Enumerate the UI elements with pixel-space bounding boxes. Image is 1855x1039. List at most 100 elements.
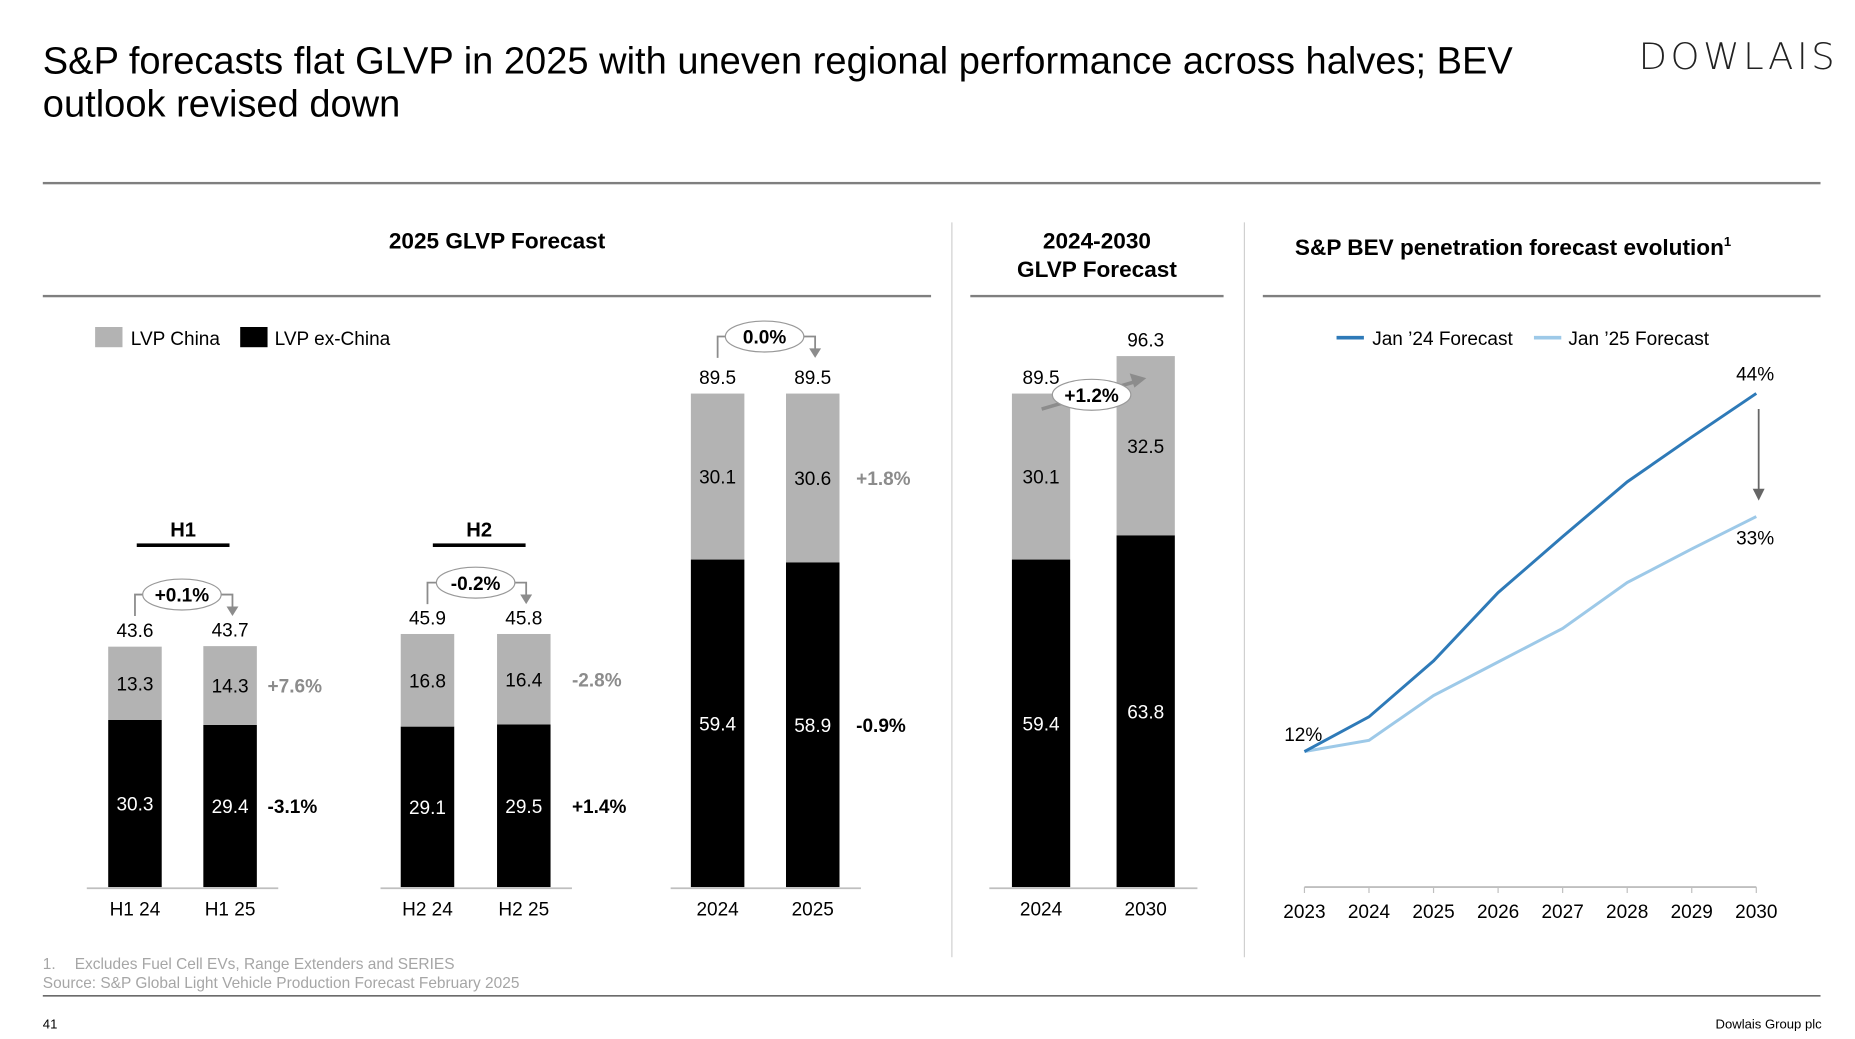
footnote-1: 1. Excludes Fuel Cell EVs, Range Extender… xyxy=(43,955,455,973)
bar-total-label: 89.5 xyxy=(794,368,831,389)
series-line-jan24 xyxy=(1303,392,1758,753)
bar-value-exchina: 30.3 xyxy=(116,795,153,816)
footnote-text: Excludes Fuel Cell EVs, Range Extenders … xyxy=(74,954,455,973)
bar-value-china: 30.6 xyxy=(794,469,831,490)
bar-segment-china xyxy=(400,633,455,727)
bar-segment-exchina xyxy=(108,719,162,888)
bar-segment-exchina xyxy=(1011,559,1071,888)
slide-title: S&P forecasts flat GLVP in 2025 with une… xyxy=(42,39,1513,125)
section-title-2025: 2025 GLVP Forecast xyxy=(388,229,606,255)
source-note: Source: S&P Global Light Vehicle Product… xyxy=(42,973,520,992)
bar-segment-china xyxy=(785,393,840,563)
x-tick-label: 2027 xyxy=(1541,902,1583,923)
bar-total-label: 45.8 xyxy=(505,608,542,629)
page-number: 41 xyxy=(42,1017,58,1033)
bar-value-china: 16.4 xyxy=(505,670,542,691)
category-label: 2024 xyxy=(1020,900,1063,921)
category-label: 2024 xyxy=(696,900,739,921)
category-label: H2 24 xyxy=(402,900,453,921)
legend-label-exchina: LVP ex-China xyxy=(275,329,391,350)
change-bubble xyxy=(1051,378,1132,411)
category-label: H1 25 xyxy=(205,900,256,921)
category-label: H2 25 xyxy=(498,900,549,921)
half-title-underline xyxy=(432,543,526,547)
footnote-number: 1. xyxy=(42,954,56,973)
change-bubble xyxy=(724,320,805,353)
x-tick-label: 2025 xyxy=(1412,902,1454,923)
bar-total-label: 89.5 xyxy=(1023,368,1060,389)
bar-value-china: 16.8 xyxy=(409,671,446,692)
arrow-down-icon xyxy=(226,606,239,616)
x-tick-label: 2029 xyxy=(1671,902,1713,923)
bar-segment-exchina xyxy=(203,724,257,888)
exchina-change-label: -0.9% xyxy=(856,716,906,737)
total-change-label: -0.2% xyxy=(451,574,501,595)
bar-value-china: 32.5 xyxy=(1127,437,1164,458)
half-title: H2 xyxy=(466,519,492,541)
annotation-jan25-end: 33% xyxy=(1736,529,1774,550)
x-tick-label: 2030 xyxy=(1735,902,1777,923)
bar-total-label: 43.7 xyxy=(212,621,249,642)
bar-value-china: 13.3 xyxy=(116,674,153,695)
change-bubble xyxy=(435,566,516,599)
legend-swatch-china xyxy=(95,327,123,348)
x-tick-label: 2028 xyxy=(1606,902,1648,923)
footer-divider xyxy=(42,995,1821,997)
bar-segment-china xyxy=(203,646,257,725)
bar-value-china: 30.1 xyxy=(1023,468,1060,489)
china-change-label: +7.6% xyxy=(268,677,323,698)
bar-value-exchina: 59.4 xyxy=(1023,714,1060,735)
legend-swatch-exchina xyxy=(240,327,268,348)
bar-segment-china xyxy=(497,633,551,725)
bar-segment-exchina xyxy=(497,724,551,888)
section-title-line: GLVP Forecast xyxy=(1016,258,1177,284)
total-change-label: +1.2% xyxy=(1064,386,1119,407)
dowlais-logo: DOWLAIS xyxy=(1638,35,1839,79)
arrow-down-icon xyxy=(520,594,533,605)
x-tick-label: 2023 xyxy=(1283,902,1325,923)
bar-value-exchina: 29.4 xyxy=(212,797,249,818)
bar-segment-china xyxy=(108,646,162,720)
china-change-label: -2.8% xyxy=(572,670,622,691)
title-divider xyxy=(42,181,1821,185)
bar-segment-exchina xyxy=(690,559,745,888)
bar-segment-china xyxy=(1011,393,1071,560)
half-title: H1 xyxy=(170,519,196,541)
section-divider xyxy=(951,222,953,958)
section-title-2030: 2024-2030 GLVP Forecast xyxy=(970,228,1223,285)
section-underline xyxy=(970,294,1224,298)
arrow-head-icon xyxy=(1129,373,1147,388)
bar-segment-exchina xyxy=(400,726,455,888)
bar-segment-exchina xyxy=(1116,535,1175,888)
bar-segment-china xyxy=(690,393,745,560)
category-label: 2025 xyxy=(792,900,834,921)
legend-label-china: LVP China xyxy=(131,329,221,350)
total-change-label: 0.0% xyxy=(743,328,786,349)
change-bubble xyxy=(142,578,222,611)
annotation-start: 12% xyxy=(1284,725,1322,746)
category-label: H1 24 xyxy=(110,900,161,921)
bar-total-label: 89.5 xyxy=(699,368,736,389)
section-divider xyxy=(1243,222,1245,958)
bar-value-china: 30.1 xyxy=(699,468,736,489)
bar-total-label: 45.9 xyxy=(409,608,446,629)
legend-label-jan25: Jan ’25 Forecast xyxy=(1568,329,1709,350)
section-underline xyxy=(42,294,932,298)
bar-value-exchina: 58.9 xyxy=(794,716,831,737)
bar-value-exchina: 59.4 xyxy=(699,714,736,735)
bar-value-exchina: 63.8 xyxy=(1127,702,1164,723)
arrow-down-icon xyxy=(809,348,822,358)
x-tick-label: 2026 xyxy=(1477,902,1519,923)
bar-value-exchina: 29.5 xyxy=(505,797,542,818)
company-name: Dowlais Group plc xyxy=(1715,1017,1822,1033)
legend-label-jan24: Jan ’24 Forecast xyxy=(1372,329,1513,350)
series-line-jan25 xyxy=(1304,515,1757,753)
section-title-bev: S&P BEV penetration forecast evolution1 xyxy=(1295,228,1731,263)
section-title-line: 2024-2030 xyxy=(1042,229,1151,255)
half-title-underline xyxy=(136,543,230,547)
china-change-label: +1.8% xyxy=(856,469,911,490)
section-underline xyxy=(1262,294,1821,298)
total-change-label: +0.1% xyxy=(155,586,210,607)
